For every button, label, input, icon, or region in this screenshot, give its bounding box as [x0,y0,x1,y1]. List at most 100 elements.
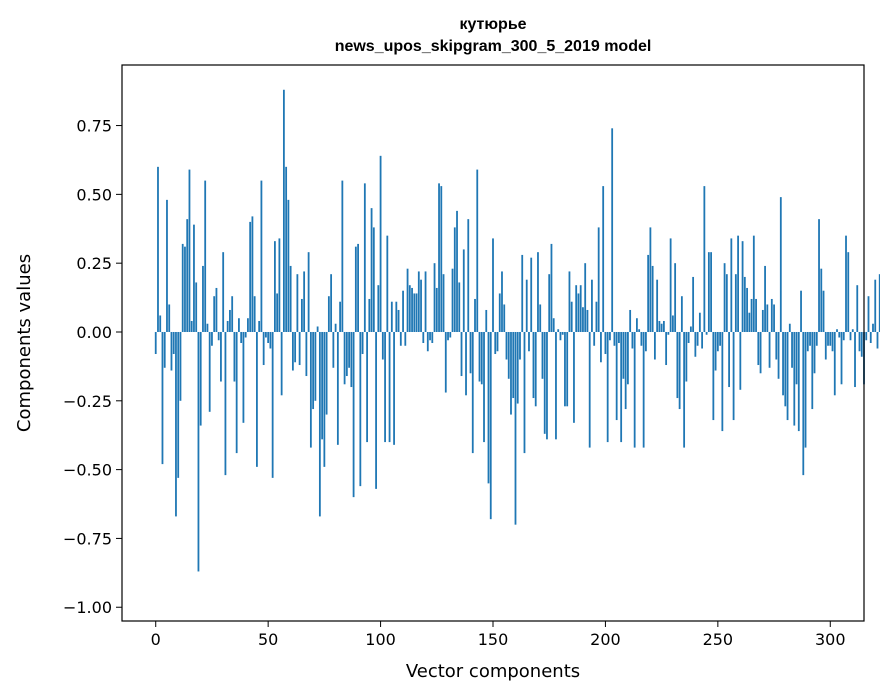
bar [573,331,575,423]
bar [752,235,755,332]
bar [613,331,616,346]
bar [775,331,778,360]
bar [878,274,880,332]
bar [692,276,695,332]
bar [725,274,728,332]
bar [330,274,333,332]
bar [696,331,699,346]
bar [858,331,861,352]
bar [566,331,569,407]
chart-subtitle: news_upos_skipgram_300_5_2019 model [335,38,652,55]
bar [379,155,382,332]
bar [676,331,679,399]
bar [662,320,665,332]
bar [809,331,811,346]
bar [426,331,429,352]
bar [325,331,328,415]
bar [869,331,872,343]
bar [334,323,337,332]
bar [307,252,310,332]
bar [860,331,863,357]
y-tick-label: 0.75 [76,117,112,136]
x-tick-label: 0 [151,630,161,649]
bar [498,293,501,332]
bar [483,331,485,443]
bar [438,183,440,332]
bar [541,331,544,379]
bar [208,331,211,412]
bar [269,331,272,349]
bar [768,331,771,368]
bar [465,331,467,396]
y-tick-label: 0.25 [76,254,112,273]
bar [550,243,553,332]
y-tick-label: −0.75 [63,529,112,548]
bar [629,309,632,332]
bar [615,331,618,421]
bar [521,254,524,332]
bar [202,265,204,332]
bar [656,279,659,332]
bar [658,320,661,332]
bar [179,331,182,401]
bar [645,331,647,352]
bar [442,274,445,332]
x-axis: 0 50 100 150 200 250 300 [151,621,846,649]
bar [667,331,670,335]
bar [213,296,216,332]
bar [820,268,823,332]
bar [377,285,380,332]
bar [411,287,413,332]
bar [507,331,510,379]
bar [849,331,852,341]
bar [402,290,404,332]
bar [453,227,456,332]
bar [462,249,465,332]
bar [197,331,200,572]
bar [485,309,488,332]
bar [519,331,521,360]
bar [680,296,683,332]
bar [665,331,668,366]
y-tick-label: −1.00 [63,598,112,617]
bar [546,331,548,440]
bar [327,296,330,332]
bar [705,331,708,335]
bar [480,331,483,385]
y-tick-label: −0.25 [63,392,112,411]
bar [372,227,375,332]
bar [399,331,402,346]
bar [395,301,398,332]
bar [276,293,279,332]
bar [743,276,746,332]
bar [172,331,175,355]
bar [577,293,580,332]
bar [687,331,690,343]
bar [831,331,834,352]
bar [660,323,663,332]
bar [624,331,627,410]
bar [557,329,560,332]
bar [597,227,600,332]
bar [568,271,571,332]
bar [415,293,418,332]
x-tick-label: 250 [703,630,734,649]
bar [730,238,733,332]
bar [728,331,730,388]
x-tick-label: 200 [590,630,621,649]
bar [429,331,431,341]
bar [474,298,476,332]
bar [606,331,609,443]
bar [184,246,186,332]
bar [417,271,420,332]
bar [305,331,308,377]
bar [698,312,701,332]
bar [336,331,339,445]
bar [262,331,265,366]
bar [750,298,753,332]
bar [773,304,775,332]
bar [294,331,297,363]
bar [734,274,737,332]
bar [836,329,838,332]
bar [163,331,166,368]
